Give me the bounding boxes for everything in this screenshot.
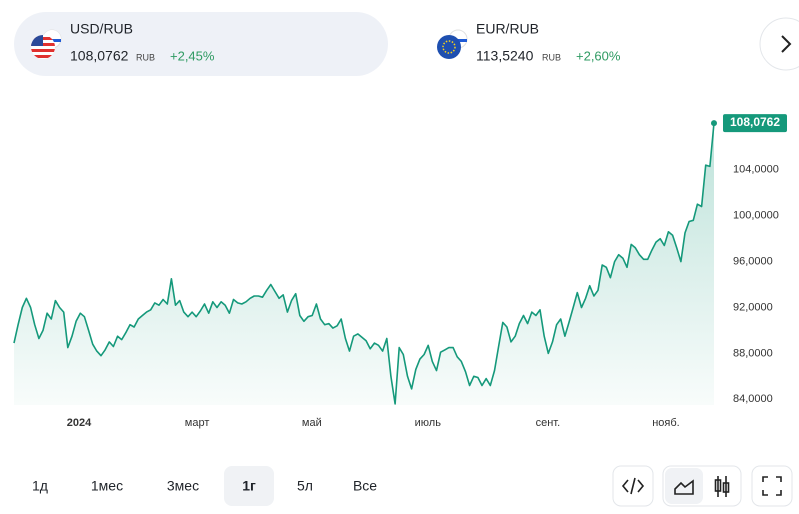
period-button[interactable]: 1д (32, 478, 48, 494)
period-button[interactable]: 5л (297, 478, 313, 494)
area-fill (14, 123, 714, 405)
y-tick-label: 84,0000 (733, 393, 773, 405)
x-tick-label: июль (415, 417, 442, 429)
x-tick-label: май (302, 417, 322, 429)
x-tick-label: март (185, 417, 210, 429)
current-value-box (723, 114, 787, 133)
area-icon (674, 479, 694, 495)
x-tick-label: нояб. (652, 417, 680, 429)
period-active-bg (224, 466, 274, 506)
next-button[interactable] (759, 17, 799, 71)
flag-eur-rub[interactable] (437, 29, 468, 59)
ticker-change: +2,60% (576, 48, 621, 63)
flag-usd-rub (31, 29, 62, 59)
price-line (13, 123, 715, 405)
x-tick-label: сент. (536, 417, 561, 429)
period-button[interactable]: 1г (242, 478, 256, 494)
ticker-price: 108,0762 (70, 48, 129, 64)
period-button[interactable]: Все (353, 478, 377, 494)
last-point (711, 120, 717, 127)
current-value-label: 108,0762 (730, 115, 780, 129)
ticker-price: 113,5240 (476, 48, 534, 64)
y-tick-label: 92,0000 (733, 301, 773, 313)
candle-type-button[interactable] (714, 476, 730, 497)
period-button[interactable]: 1мес (91, 478, 123, 494)
fullscreen-button[interactable] (751, 465, 793, 507)
y-tick-label: 88,0000 (733, 347, 773, 359)
embed-icon (621, 477, 645, 495)
y-tick-label: 104,0000 (733, 164, 779, 176)
ticker-card-active[interactable] (14, 12, 388, 76)
ticker-currency: RUB (542, 52, 561, 62)
y-tick-label: 96,0000 (733, 256, 773, 268)
y-tick-label: 100,0000 (733, 210, 779, 222)
x-tick-label: 2024 (67, 417, 92, 429)
ticker-pair: EUR/RUB (476, 21, 539, 37)
ticker-currency: RUB (136, 52, 155, 62)
fullscreen-icon (762, 476, 782, 496)
ticker-pair: USD/RUB (70, 21, 133, 37)
ticker-change: +2,45% (170, 48, 215, 63)
period-button[interactable]: 3мес (167, 478, 199, 494)
